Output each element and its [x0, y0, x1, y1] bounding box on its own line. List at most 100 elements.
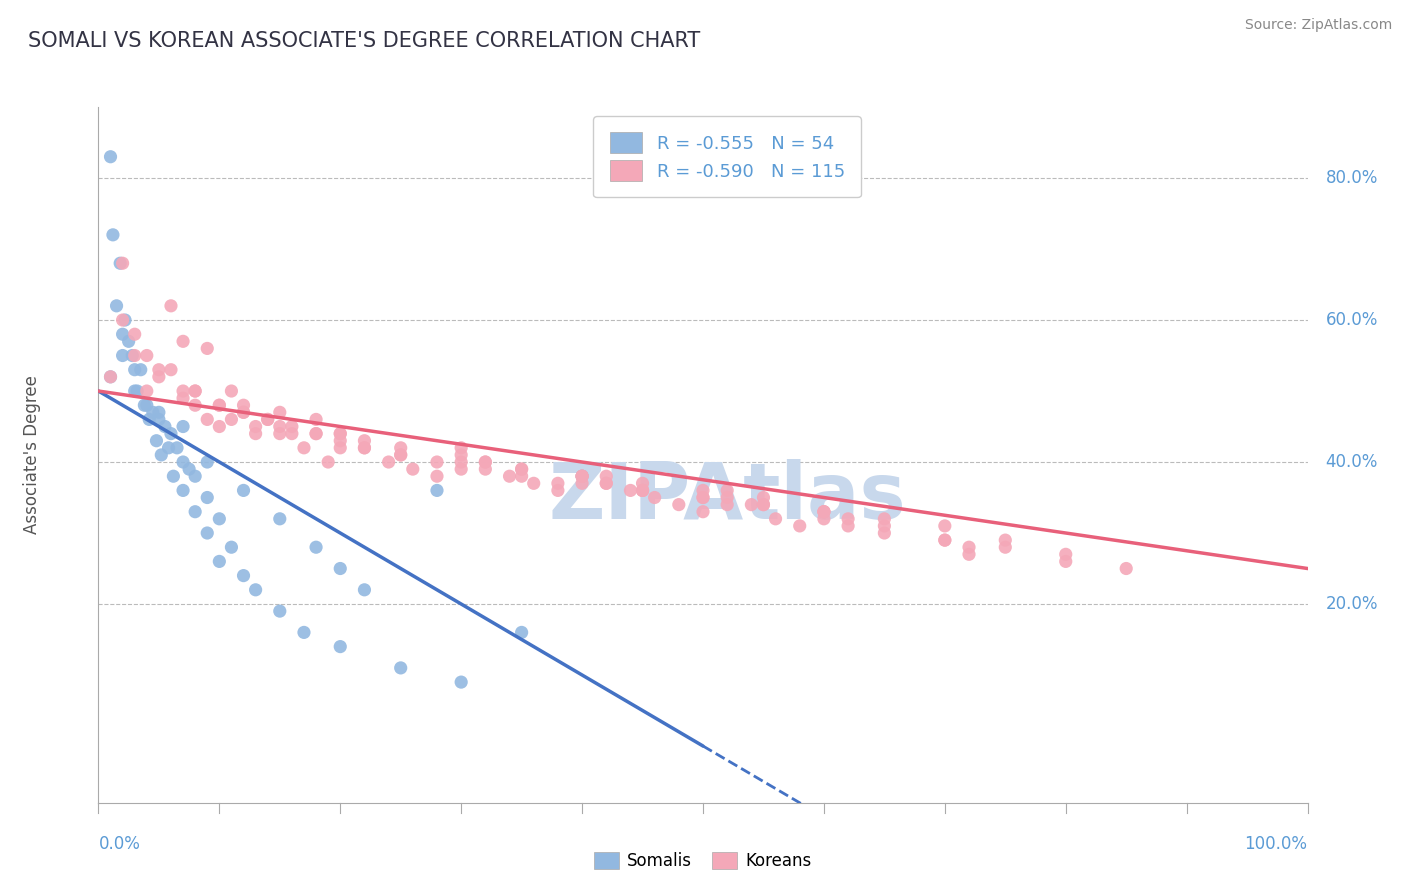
Point: [837, 512, 859, 526]
Point: [108, 256, 131, 270]
Point: [195, 412, 218, 426]
Point: [692, 491, 714, 505]
Point: [153, 419, 176, 434]
Point: [148, 362, 170, 376]
Point: [208, 398, 231, 412]
Point: [765, 512, 787, 526]
Point: [157, 441, 180, 455]
Point: [281, 426, 304, 441]
Point: [873, 526, 896, 541]
Point: [498, 469, 520, 483]
Point: [813, 512, 835, 526]
Point: [571, 469, 593, 483]
Point: [957, 547, 980, 561]
Point: [172, 455, 194, 469]
Point: [148, 405, 170, 419]
Point: [631, 483, 654, 498]
Point: [994, 533, 1017, 548]
Point: [510, 469, 533, 483]
Point: [752, 491, 775, 505]
Point: [184, 384, 207, 398]
Point: [184, 469, 207, 483]
Point: [329, 426, 352, 441]
Point: [172, 483, 194, 498]
Point: [179, 462, 201, 476]
Point: [934, 533, 956, 548]
Point: [377, 455, 399, 469]
Point: [837, 519, 859, 533]
Point: [145, 434, 167, 448]
Point: [232, 483, 254, 498]
Text: 100.0%: 100.0%: [1244, 835, 1308, 853]
Point: [450, 441, 472, 455]
Point: [305, 540, 328, 554]
Point: [221, 384, 243, 398]
Text: 0.0%: 0.0%: [98, 835, 141, 853]
Point: [166, 441, 188, 455]
Point: [305, 426, 328, 441]
Point: [547, 476, 569, 491]
Point: [162, 469, 184, 483]
Point: [692, 483, 714, 498]
Point: [619, 483, 641, 498]
Point: [101, 227, 124, 242]
Text: 80.0%: 80.0%: [1326, 169, 1378, 187]
Point: [184, 505, 207, 519]
Point: [256, 412, 278, 426]
Point: [118, 334, 141, 349]
Point: [402, 462, 425, 476]
Text: Associate's Degree: Associate's Degree: [22, 376, 41, 534]
Point: [813, 505, 835, 519]
Point: [329, 441, 352, 455]
Point: [353, 434, 375, 448]
Point: [510, 462, 533, 476]
Legend: R = -0.555   N = 54, R = -0.590   N = 115: R = -0.555 N = 54, R = -0.590 N = 115: [593, 116, 860, 197]
Point: [135, 398, 157, 412]
Point: [269, 426, 291, 441]
Point: [172, 391, 194, 405]
Point: [595, 476, 617, 491]
Point: [426, 483, 449, 498]
Point: [232, 568, 254, 582]
Point: [127, 384, 149, 398]
Point: [316, 455, 339, 469]
Point: [716, 483, 738, 498]
Point: [292, 441, 315, 455]
Point: [184, 384, 207, 398]
Point: [716, 498, 738, 512]
Point: [813, 505, 835, 519]
Point: [571, 469, 593, 483]
Point: [752, 498, 775, 512]
Point: [1054, 554, 1077, 568]
Point: [789, 519, 811, 533]
Point: [232, 398, 254, 412]
Point: [142, 405, 165, 419]
Point: [160, 299, 183, 313]
Point: [184, 398, 207, 412]
Point: [195, 455, 218, 469]
Point: [474, 455, 496, 469]
Point: [134, 398, 156, 412]
Point: [105, 299, 128, 313]
Point: [426, 455, 449, 469]
Point: [631, 476, 654, 491]
Point: [208, 419, 231, 434]
Point: [813, 505, 835, 519]
Point: [195, 342, 218, 356]
Legend: Somalis, Koreans: Somalis, Koreans: [588, 845, 818, 877]
Point: [389, 448, 412, 462]
Point: [111, 327, 134, 342]
Point: [121, 349, 143, 363]
Point: [129, 362, 152, 376]
Point: [1115, 561, 1137, 575]
Point: [510, 625, 533, 640]
Point: [148, 369, 170, 384]
Point: [353, 582, 375, 597]
Point: [221, 412, 243, 426]
Point: [269, 405, 291, 419]
Point: [547, 483, 569, 498]
Point: [523, 476, 546, 491]
Point: [353, 441, 375, 455]
Point: [124, 362, 146, 376]
Point: [450, 462, 472, 476]
